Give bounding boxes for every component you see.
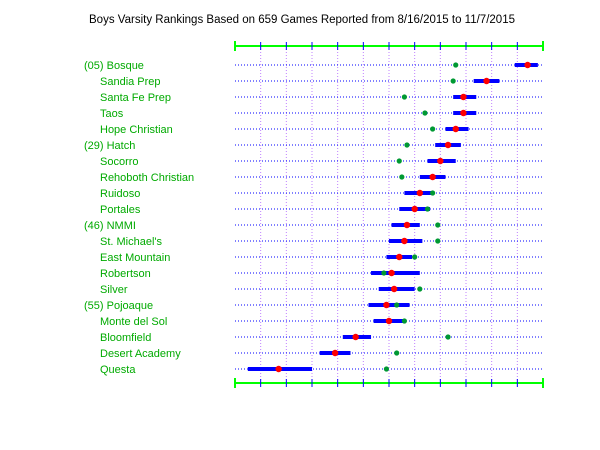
comparison-point	[430, 190, 436, 196]
team-rows	[235, 61, 543, 373]
team-label: Rehoboth Christian	[100, 172, 194, 184]
rating-point	[390, 285, 398, 293]
rating-point	[483, 77, 490, 85]
grid-layer	[260, 46, 518, 383]
team-label: Bloomfield	[100, 332, 151, 344]
rating-point	[401, 237, 408, 245]
comparison-point	[450, 78, 456, 84]
rating-point	[385, 317, 393, 325]
team-label: Questa	[100, 364, 136, 376]
comparison-point	[381, 270, 387, 276]
comparison-point	[394, 302, 400, 308]
rating-point	[460, 93, 467, 101]
rating-point	[396, 253, 403, 261]
comparison-point	[453, 62, 459, 68]
rating-point	[411, 205, 418, 213]
chart-title: Boys Varsity Rankings Based on 659 Games…	[89, 14, 515, 26]
team-label: (55) Pojoaque	[84, 300, 153, 312]
rating-point	[331, 349, 339, 357]
team-label: Hope Christian	[100, 124, 173, 136]
comparison-point	[412, 254, 418, 260]
comparison-point	[394, 350, 400, 356]
team-label: St. Michael's	[100, 236, 163, 248]
rating-point	[403, 221, 411, 229]
team-label: Taos	[100, 108, 124, 120]
comparison-point	[417, 286, 423, 292]
comparison-point	[435, 222, 441, 228]
comparison-point	[404, 142, 410, 148]
team-label: Sandia Prep	[100, 76, 161, 88]
rating-point	[452, 125, 459, 133]
team-label: Desert Academy	[100, 348, 181, 360]
rating-point	[429, 173, 436, 181]
team-label: Monte del Sol	[100, 316, 167, 328]
rating-point	[275, 365, 282, 373]
team-label: East Mountain	[100, 252, 170, 264]
comparison-point	[445, 334, 451, 340]
comparison-point	[399, 174, 405, 180]
comparison-point	[401, 318, 407, 324]
rating-point	[437, 157, 444, 165]
axis-frame	[234, 41, 544, 388]
comparison-point	[396, 158, 402, 164]
team-label: (46) NMMI	[84, 220, 136, 232]
comparison-point	[424, 206, 431, 212]
comparison-point	[422, 110, 428, 116]
team-label: (05) Bosque	[84, 60, 144, 72]
rating-point	[444, 141, 452, 149]
rating-point	[460, 109, 467, 117]
team-label: Portales	[100, 204, 141, 216]
comparison-point	[435, 238, 441, 244]
team-label: (29) Hatch	[84, 140, 135, 152]
rating-point	[388, 269, 395, 277]
team-label: Silver	[100, 284, 128, 296]
rating-point	[524, 61, 531, 69]
team-label: Socorro	[100, 156, 139, 168]
comparison-point	[430, 126, 436, 132]
team-label: Ruidoso	[100, 188, 140, 200]
comparison-point	[401, 94, 407, 100]
team-label: Robertson	[100, 268, 151, 280]
comparison-point	[383, 366, 390, 372]
team-label: Santa Fe Prep	[100, 92, 171, 104]
rating-point	[416, 189, 423, 197]
rating-point	[352, 333, 359, 341]
team-labels: (05) Bosque Sandia Prep Santa Fe Prep Taos H…	[84, 60, 194, 376]
rating-point	[383, 301, 390, 309]
